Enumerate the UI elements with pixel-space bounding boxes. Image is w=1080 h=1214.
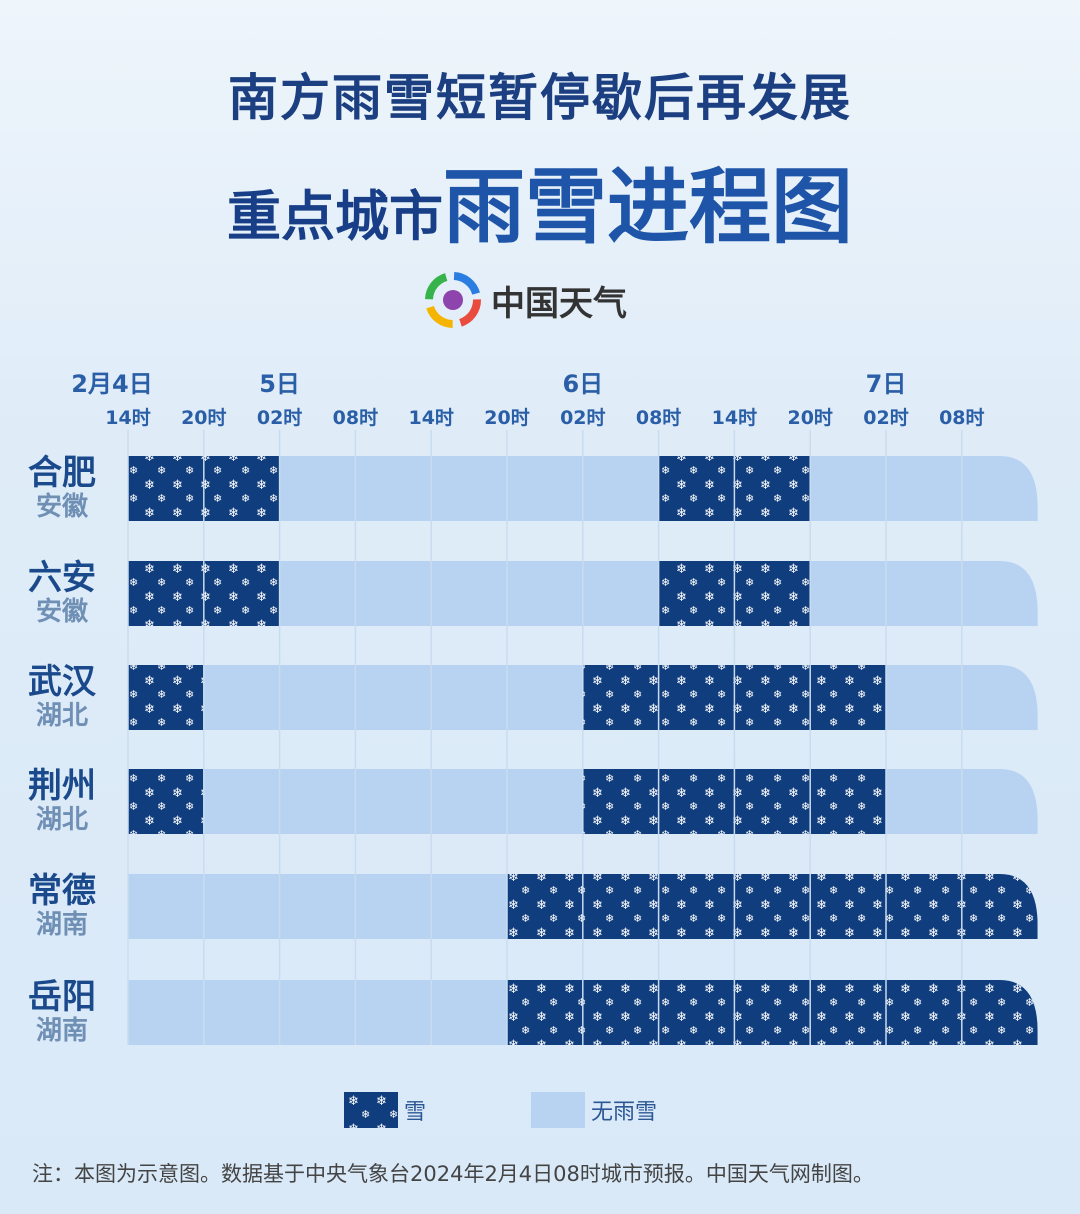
city-label: 合肥 安徽 — [20, 454, 104, 522]
logo-text: 中国天气 — [491, 283, 627, 324]
legend-no-precip: 无雨雪 — [531, 1092, 657, 1128]
city-label: 六安 安徽 — [20, 559, 104, 627]
title-main: 雨雪进程图 — [442, 160, 853, 255]
time-tick-label: 08时 — [939, 407, 984, 429]
city-label: 武汉 湖北 — [20, 663, 104, 731]
city-label: 岳阳 湖南 — [20, 978, 104, 1046]
city-name: 武汉 — [28, 662, 96, 702]
logo-swirl-icon — [425, 272, 481, 328]
snow-bar — [507, 980, 1038, 1045]
city-name: 荆州 — [28, 766, 96, 806]
time-tick-label: 20时 — [484, 407, 529, 429]
province-name: 湖北 — [35, 805, 88, 835]
city-name: 岳阳 — [28, 977, 96, 1017]
time-tick-label: 14时 — [105, 407, 150, 429]
date-label: 6日 — [562, 370, 603, 398]
city-label: 常德 湖南 — [20, 872, 104, 940]
snow-bar — [128, 769, 204, 834]
time-tick-label: 14时 — [408, 407, 453, 429]
city-label: 荆州 湖北 — [20, 767, 104, 835]
province-name: 安徽 — [35, 492, 88, 522]
time-tick-label: 02时 — [863, 407, 908, 429]
time-tick-label: 20时 — [181, 407, 226, 429]
time-tick-label: 08时 — [333, 407, 378, 429]
legend-snow-label: 雪 — [404, 1100, 427, 1125]
time-tick-label: 14时 — [712, 407, 757, 429]
logo: 中国天气 — [425, 272, 627, 328]
footnote: 注：本图为示意图。数据基于中央气象台2024年2月4日08时城市预报。中国天气网… — [32, 1162, 874, 1186]
province-name: 湖南 — [35, 910, 88, 940]
city-name: 常德 — [28, 871, 96, 911]
time-tick-label: 08时 — [636, 407, 681, 429]
legend-no-precip-label: 无雨雪 — [591, 1100, 658, 1125]
date-label: 7日 — [866, 370, 907, 398]
snow-bar — [128, 665, 204, 730]
legend-no-precip-swatch — [531, 1092, 585, 1128]
title-line2: 重点城市雨雪进程图 — [0, 140, 1080, 259]
province-name: 湖南 — [35, 1016, 88, 1046]
time-tick-label: 02时 — [560, 407, 605, 429]
date-label: 2月4日 — [71, 370, 152, 398]
province-name: 湖北 — [35, 701, 88, 731]
legend-snow-swatch — [344, 1092, 398, 1128]
date-label: 5日 — [259, 370, 300, 398]
time-tick-label: 02时 — [257, 407, 302, 429]
title-line1: 南方雨雪短暂停歇后再发展 — [228, 69, 852, 127]
legend-snow: 雪 — [344, 1092, 426, 1128]
city-name: 六安 — [28, 558, 96, 598]
city-name: 合肥 — [28, 453, 96, 493]
snow-bar — [507, 874, 1038, 939]
time-tick-label: 20时 — [787, 407, 832, 429]
province-name: 安徽 — [35, 597, 88, 627]
title-prefix: 重点城市 — [226, 185, 443, 248]
